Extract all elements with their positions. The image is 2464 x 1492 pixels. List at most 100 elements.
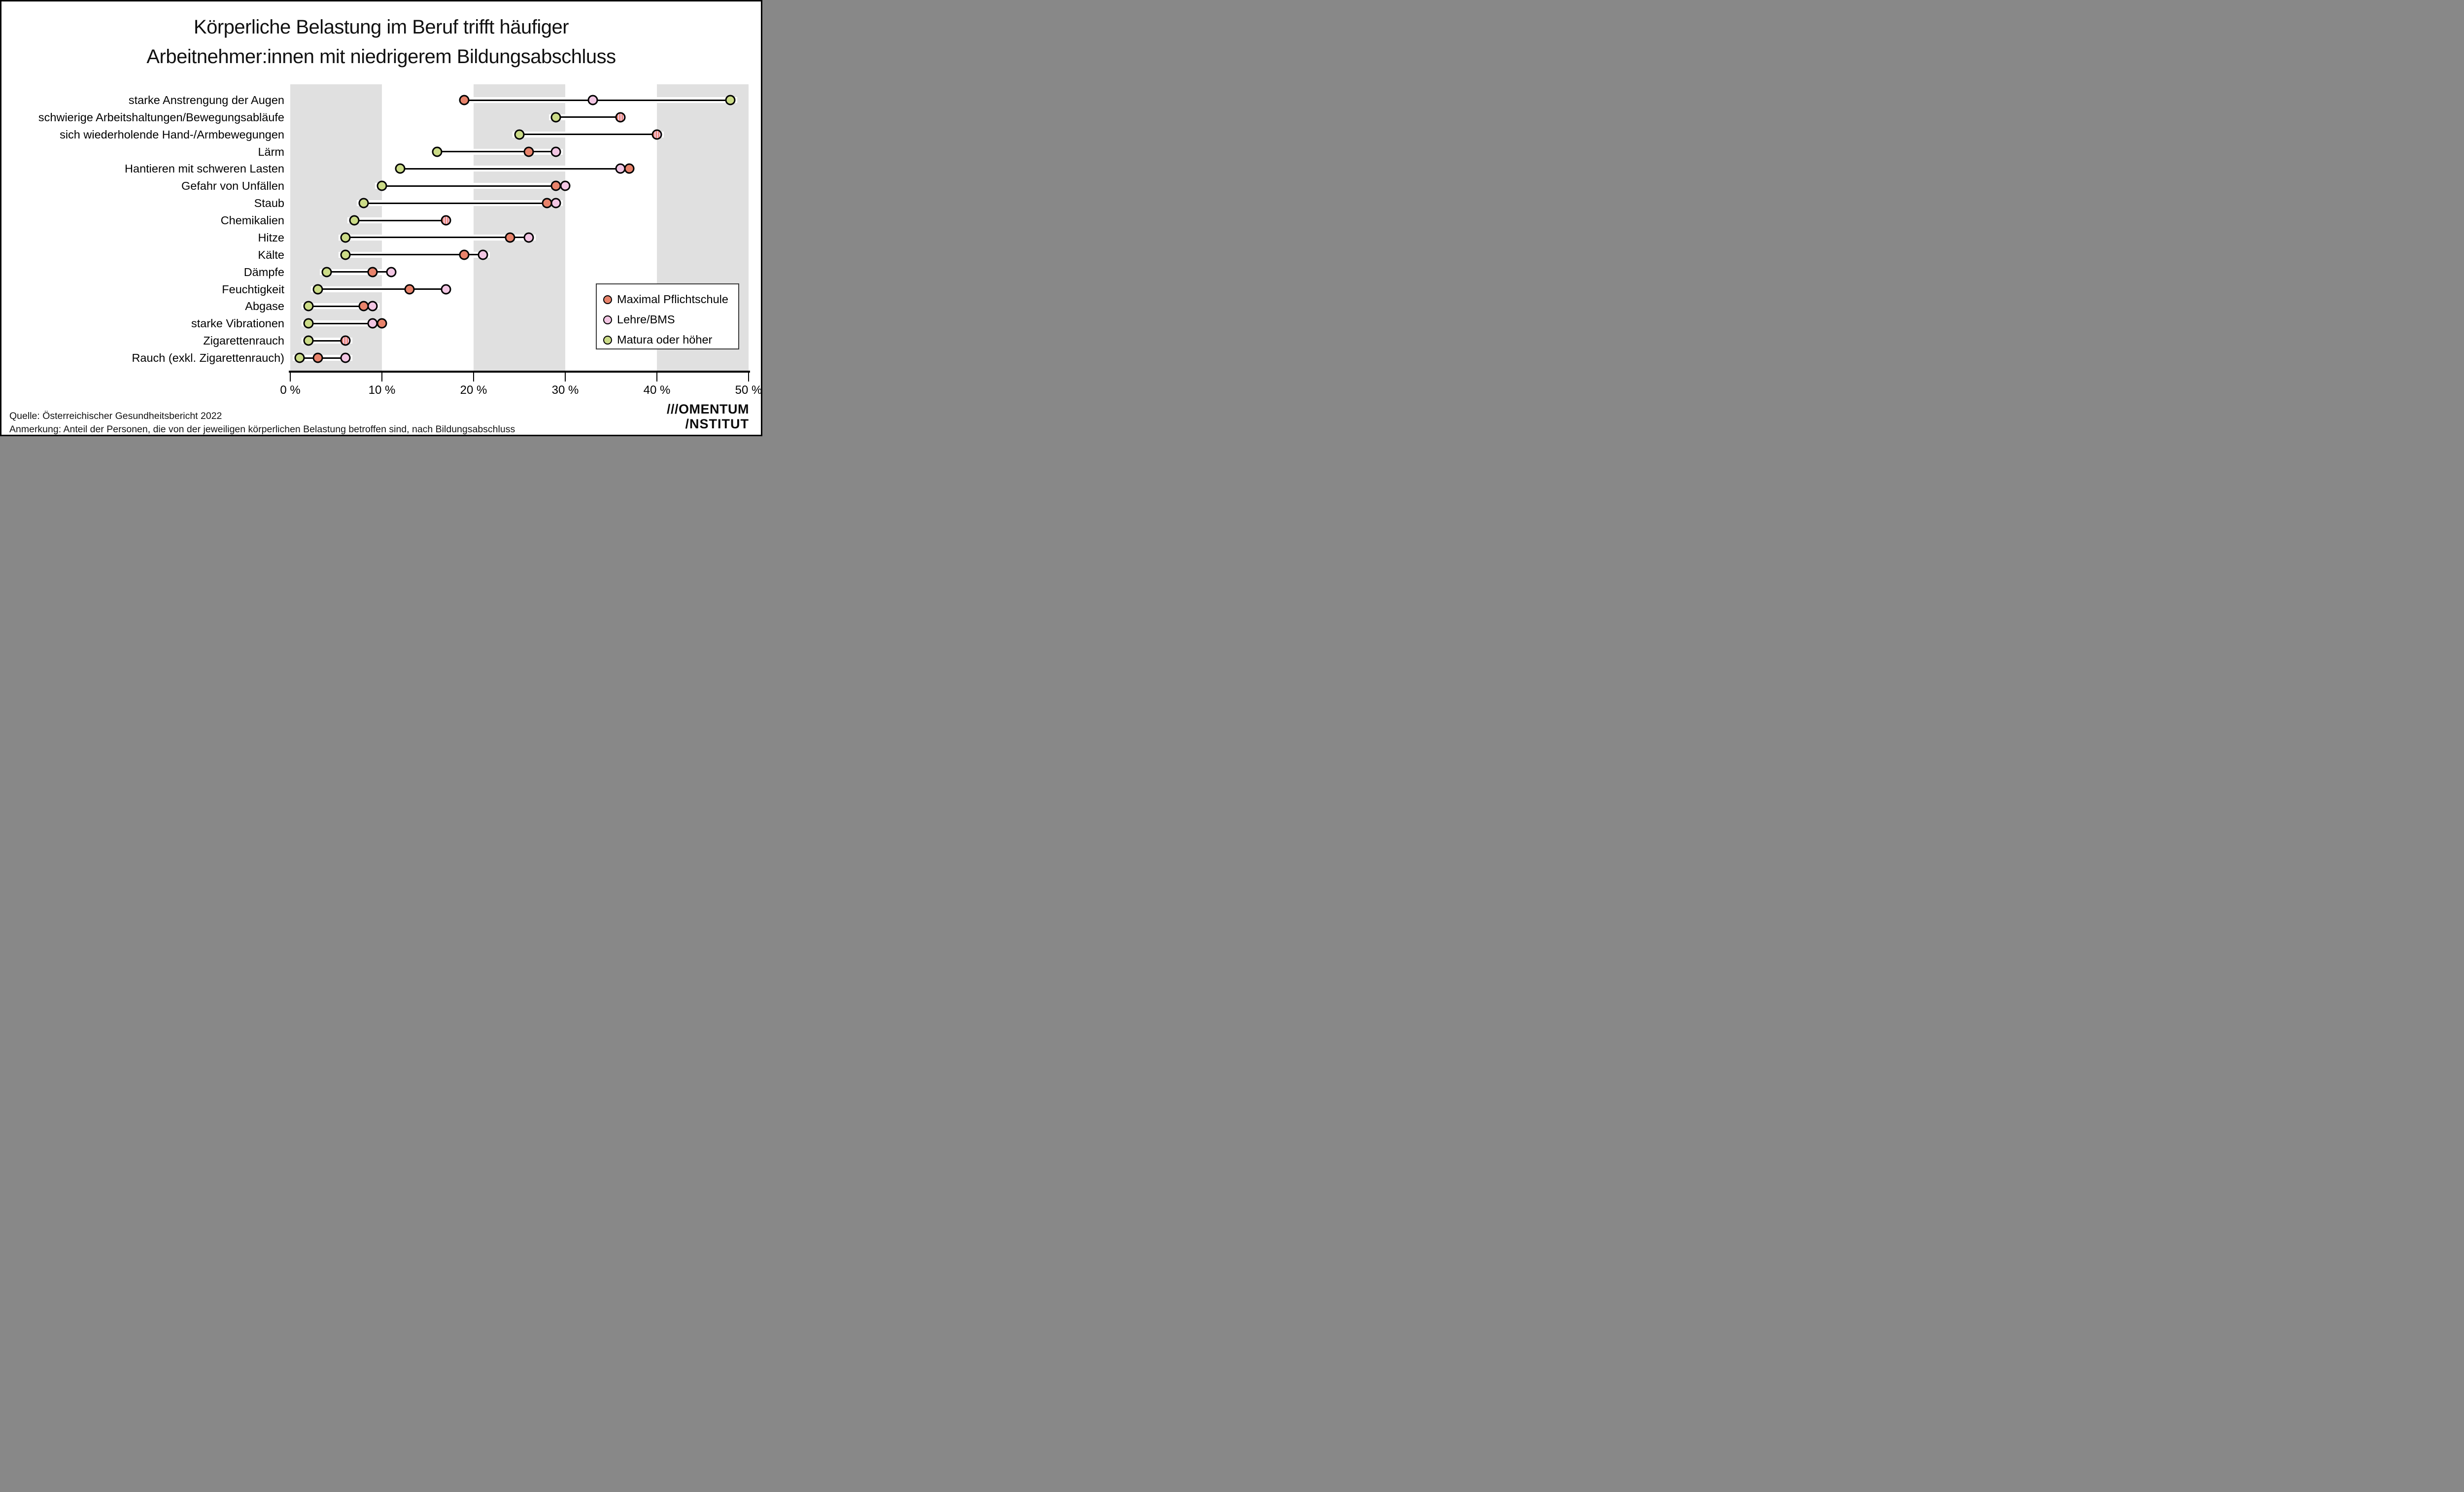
dot-matura-oder-hoeher — [321, 267, 332, 278]
dot-matura-oder-hoeher — [376, 180, 387, 191]
dot-overlap-maximal-pflichtschule-lehre-bms — [340, 335, 351, 346]
dot-lehre-bms — [560, 180, 571, 191]
dot-matura-oder-hoeher — [725, 95, 736, 105]
category-label: Lärm — [258, 145, 284, 158]
connector-line — [519, 134, 657, 136]
dot-lehre-bms — [367, 318, 378, 329]
dot-lehre-bms — [340, 352, 351, 363]
dot-maximal-pflichtschule — [312, 352, 323, 363]
dot-matura-oder-hoeher — [340, 232, 351, 243]
dot-lehre-bms — [441, 284, 451, 295]
dot-maximal-pflichtschule — [459, 95, 470, 105]
x-tick — [748, 372, 750, 382]
category-label: Zigarettenrauch — [203, 334, 284, 347]
dot-matura-oder-hoeher — [358, 198, 369, 208]
category-label: Rauch (exkl. Zigarettenrauch) — [132, 351, 284, 364]
category-label: Staub — [254, 197, 284, 210]
category-label: Chemikalien — [220, 214, 284, 227]
category-label: Gefahr von Unfällen — [181, 179, 284, 193]
x-axis-line — [289, 371, 750, 373]
dot-overlap-maximal-pflichtschule-lehre-bms — [441, 215, 451, 226]
category-label: Hantieren mit schweren Lasten — [125, 162, 284, 175]
chart-canvas: Körperliche Belastung im Beruf trifft hä… — [0, 0, 762, 436]
connector-line — [327, 271, 391, 273]
dot-matura-oder-hoeher — [303, 301, 314, 312]
legend-label-matura-oder-hoeher: Matura oder höher — [617, 333, 713, 346]
connector-line — [382, 185, 565, 187]
dot-matura-oder-hoeher — [432, 146, 443, 157]
dot-maximal-pflichtschule — [523, 146, 534, 157]
category-label: Abgase — [245, 300, 284, 313]
x-tick-label: 50 % — [735, 383, 762, 397]
connector-line — [317, 288, 446, 290]
momentum-institut-logo: ///OMENTUM /NSTITUT — [667, 402, 749, 431]
category-label: starke Anstrengung der Augen — [128, 94, 284, 106]
category-label: Hitze — [258, 231, 284, 244]
dot-lehre-bms — [550, 146, 561, 157]
dot-lehre-bms — [478, 249, 488, 260]
legend-dot-matura-oder-hoeher — [603, 335, 612, 345]
dot-matura-oder-hoeher — [349, 215, 360, 226]
dot-lehre-bms — [523, 232, 534, 243]
dot-maximal-pflichtschule — [367, 267, 378, 278]
connector-line — [354, 219, 446, 221]
connector-line — [345, 237, 529, 239]
legend-dot-maximal-pflichtschule — [603, 295, 612, 304]
chart-title-line2: Arbeitnehmer:innen mit niedrigerem Bildu… — [146, 46, 616, 68]
source-note: Quelle: Österreichischer Gesundheitsberi… — [9, 411, 222, 421]
dot-overlap-maximal-pflichtschule-lehre-bms — [615, 112, 626, 123]
x-tick-label: 30 % — [551, 383, 579, 397]
category-label: sich wiederholende Hand-/Armbewegungen — [60, 128, 284, 141]
x-tick — [564, 372, 566, 382]
dot-maximal-pflichtschule — [404, 284, 415, 295]
category-label: starke Vibrationen — [191, 317, 284, 330]
dot-lehre-bms — [615, 163, 626, 174]
legend-label-maximal-pflichtschule: Maximal Pflichtschule — [617, 293, 728, 306]
x-tick-label: 40 % — [643, 383, 671, 397]
dot-maximal-pflichtschule — [459, 249, 470, 260]
dot-overlap-maximal-pflichtschule-lehre-bms — [651, 129, 662, 140]
category-label: Feuchtigkeit — [222, 282, 284, 296]
plot-area: starke Anstrengung der Augen schwierige A… — [1, 1, 761, 435]
x-tick-label: 0 % — [280, 383, 301, 397]
grid-band — [474, 84, 565, 371]
logo-line-momentum: ///OMENTUM — [667, 402, 749, 416]
connector-line — [345, 254, 483, 256]
connector-line — [308, 322, 382, 324]
legend-dot-lehre-bms — [603, 315, 612, 324]
connector-line — [308, 305, 373, 307]
dot-maximal-pflichtschule — [624, 163, 635, 174]
connector-line — [437, 151, 556, 153]
logo-line-institut: /NSTITUT — [685, 416, 749, 431]
x-tick — [381, 372, 383, 382]
x-tick — [656, 372, 658, 382]
legend-item-matura-oder-hoeher: Matura oder höher — [603, 330, 738, 350]
dot-matura-oder-hoeher — [303, 318, 314, 329]
dot-lehre-bms — [550, 198, 561, 208]
x-tick — [473, 372, 475, 382]
legend-item-maximal-pflichtschule: Maximal Pflichtschule — [603, 289, 738, 310]
category-label: schwierige Arbeitshaltungen/Bewegungsabl… — [38, 110, 284, 124]
dot-matura-oder-hoeher — [395, 163, 406, 174]
dot-maximal-pflichtschule — [376, 318, 387, 329]
annotation-note: Anmerkung: Anteil der Personen, die von … — [9, 424, 515, 435]
dot-lehre-bms — [367, 301, 378, 312]
x-tick-label: 20 % — [460, 383, 487, 397]
category-label: Dämpfe — [243, 265, 284, 278]
connector-line — [308, 340, 345, 342]
connector-line — [363, 202, 556, 204]
legend-item-lehre-bms: Lehre/BMS — [603, 310, 738, 330]
x-tick-label: 10 % — [368, 383, 396, 397]
chart-title-line1: Körperliche Belastung im Beruf trifft hä… — [193, 16, 569, 38]
dot-matura-oder-hoeher — [303, 335, 314, 346]
connector-line — [556, 116, 620, 118]
x-tick — [289, 372, 291, 382]
dot-matura-oder-hoeher — [340, 249, 351, 260]
dot-matura-oder-hoeher — [312, 284, 323, 295]
legend-label-lehre-bms: Lehre/BMS — [617, 313, 675, 326]
dot-matura-oder-hoeher — [294, 352, 305, 363]
category-label: Kälte — [258, 248, 284, 261]
dot-lehre-bms — [587, 95, 598, 105]
grid-band — [290, 84, 382, 371]
legend-box: Maximal Pflichtschule Lehre/BMS Matura o… — [596, 283, 739, 349]
